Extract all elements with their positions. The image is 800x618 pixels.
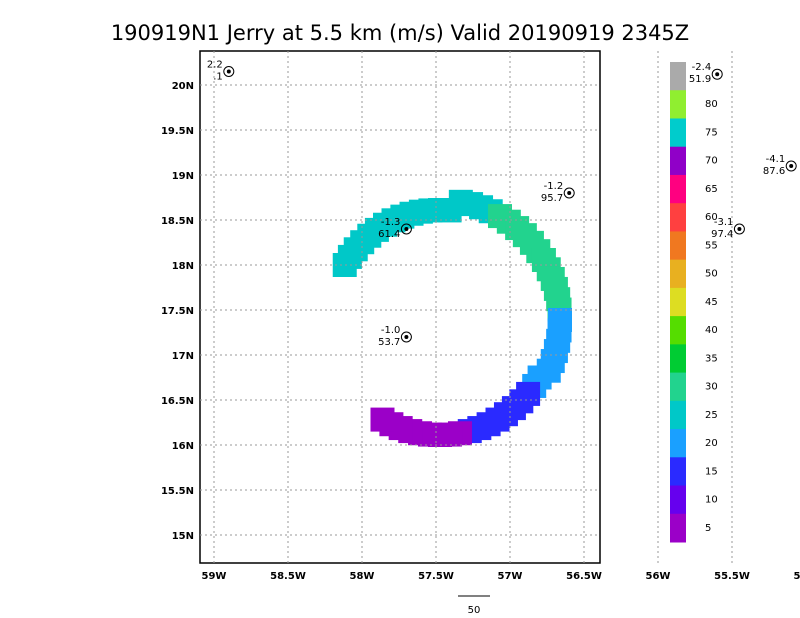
station-top: -4.1 bbox=[766, 154, 786, 165]
station-marker bbox=[223, 66, 235, 77]
station-marker bbox=[400, 331, 412, 343]
colorbar-cell bbox=[670, 400, 686, 430]
colorbar-cell bbox=[670, 344, 686, 374]
station-bottom: 53.7 bbox=[378, 337, 400, 348]
colorbar-label: 80 bbox=[705, 99, 718, 110]
colorbar-label: 45 bbox=[705, 297, 718, 308]
station-center bbox=[404, 227, 409, 231]
station-bottom: 87.6 bbox=[763, 166, 785, 177]
station-bottom: .1 bbox=[213, 72, 223, 83]
colorbar-label: 15 bbox=[705, 466, 718, 477]
x-ticks: 59W58.5W58W57.5W57W56.5W56W55.5W55W54.5W… bbox=[202, 571, 800, 582]
x-tick-label: 58.5W bbox=[270, 571, 306, 582]
colorbar-label: 5 bbox=[705, 523, 711, 534]
station-top: 2.2 bbox=[207, 60, 223, 71]
colorbar-cell bbox=[670, 231, 686, 261]
station-top: -1.2 bbox=[544, 181, 564, 192]
station-center bbox=[567, 191, 572, 195]
swath-cell bbox=[370, 407, 395, 432]
colorbar-cell bbox=[670, 62, 686, 91]
colorbar-label: 25 bbox=[705, 410, 718, 421]
station-marker bbox=[563, 187, 575, 199]
y-tick-label: 15.5N bbox=[161, 486, 194, 497]
station-top: -3.1 bbox=[714, 217, 734, 228]
colorbar: 5 10 15 20 25 30 35 40 45 50 55 60 65 70 75 80 bbox=[670, 62, 718, 543]
y-tick-label: 17.5N bbox=[161, 306, 194, 317]
station-bottom: 61.4 bbox=[378, 229, 400, 240]
station-center bbox=[737, 227, 742, 231]
colorbar-cell bbox=[670, 146, 686, 176]
x-tick-label: 55W bbox=[794, 571, 800, 582]
chart-title: 190919N1 Jerry at 5.5 km (m/s) Valid 201… bbox=[111, 21, 689, 45]
y-tick-label: 19N bbox=[172, 171, 194, 182]
y-tick-label: 17N bbox=[172, 351, 194, 362]
y-tick-label: 20N bbox=[172, 81, 194, 92]
x-tick-label: 58W bbox=[350, 571, 375, 582]
plot-frame bbox=[199, 50, 601, 564]
colorbar-label: 10 bbox=[705, 495, 718, 506]
scale-label: 50 bbox=[468, 605, 481, 616]
station-center bbox=[404, 335, 409, 339]
station-marker bbox=[400, 223, 412, 235]
colorbar-label: 35 bbox=[705, 353, 718, 364]
colorbar-cell bbox=[670, 485, 686, 515]
colorbar-cell bbox=[670, 287, 686, 317]
colorbar-cell bbox=[670, 429, 686, 458]
x-tick-label: 59W bbox=[202, 571, 227, 582]
y-tick-label: 19.5N bbox=[161, 126, 194, 137]
x-tick-label: 57W bbox=[498, 571, 523, 582]
station-marker bbox=[785, 160, 797, 172]
colorbar-label: 70 bbox=[705, 156, 718, 167]
colorbar-cell bbox=[670, 174, 686, 204]
colorbar-cell bbox=[670, 316, 686, 345]
grid-lines bbox=[200, 51, 733, 563]
station-bottom: 51.9 bbox=[689, 74, 711, 85]
colorbar-label: 50 bbox=[705, 269, 718, 280]
y-tick-label: 16N bbox=[172, 441, 194, 452]
x-tick-label: 57.5W bbox=[418, 571, 454, 582]
y-ticks: 20N 19.5N 19N 18.5N 18N 17.5N 17N 16.5N 16N 15.5N… bbox=[161, 81, 194, 542]
x-tick-label: 55.5W bbox=[714, 571, 750, 582]
colorbar-cell bbox=[670, 372, 686, 402]
y-tick-label: 15N bbox=[172, 531, 194, 542]
colorbar-label: 20 bbox=[705, 438, 718, 449]
stations: 2.2.1 -2.451.9 -4.187.6 -1.295.7 -1.361.4 -3.… bbox=[207, 60, 797, 348]
colorbar-label: 65 bbox=[705, 184, 718, 195]
colorbar-cell bbox=[670, 118, 686, 148]
colorbar-label: 40 bbox=[705, 325, 718, 336]
station-top: -2.4 bbox=[692, 62, 712, 73]
y-tick-label: 16.5N bbox=[161, 396, 194, 407]
x-tick-label: 56.5W bbox=[566, 571, 602, 582]
station-bottom: 97.4 bbox=[711, 229, 733, 240]
station-bottom: 95.7 bbox=[541, 193, 563, 204]
station-top: -1.3 bbox=[381, 217, 401, 228]
station-marker bbox=[733, 223, 745, 235]
station-center bbox=[226, 69, 231, 74]
colorbar-cell bbox=[670, 90, 686, 119]
station-marker bbox=[711, 68, 723, 80]
colorbar-label: 60 bbox=[705, 212, 718, 223]
colorbar-label: 75 bbox=[705, 127, 718, 138]
colorbar-cell bbox=[670, 203, 686, 232]
station-top: -1.0 bbox=[381, 325, 401, 336]
colorbar-cell bbox=[670, 259, 686, 289]
colorbar-label: 55 bbox=[705, 240, 718, 251]
x-tick-label: 56W bbox=[646, 571, 671, 582]
wind-swath bbox=[332, 189, 572, 447]
y-tick-label: 18.5N bbox=[161, 216, 194, 227]
colorbar-cell bbox=[670, 513, 686, 543]
station-center bbox=[715, 72, 720, 77]
y-tick-label: 18N bbox=[172, 261, 194, 272]
colorbar-label: 30 bbox=[705, 382, 718, 393]
station-center bbox=[789, 164, 794, 168]
colorbar-cell bbox=[670, 457, 686, 487]
